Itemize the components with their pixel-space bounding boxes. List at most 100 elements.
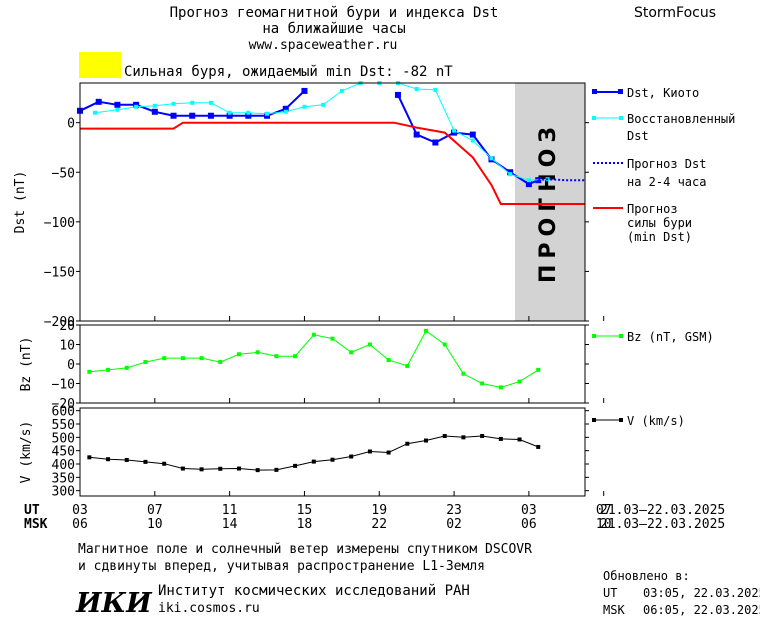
- bz-series-0-point: [386, 358, 391, 363]
- dst-series-1-point: [508, 172, 513, 177]
- v-series-0-point: [517, 437, 522, 442]
- iki-logo: ИКИ: [75, 588, 153, 619]
- v-series-0-point: [87, 455, 92, 460]
- bz-series-0-point: [124, 365, 129, 370]
- legend-marker-v-end: [619, 418, 623, 422]
- dst-y-tick-label: −150: [44, 265, 75, 280]
- bz-series-0-point: [349, 350, 354, 355]
- v-y-tick-label: 350: [52, 471, 75, 486]
- bz-y-ticks: 20 10 0 −10 −20: [52, 319, 605, 412]
- dst-y-tick-label: 0: [67, 117, 75, 132]
- dst-series-1-point: [208, 100, 213, 105]
- dst-series-1-point: [302, 104, 307, 109]
- dst-series-0-point: [413, 131, 420, 138]
- dst-series-0-point: [226, 112, 233, 119]
- v-series-0-point: [386, 450, 391, 455]
- legend-item-forecast-dst: Прогноз Dst на 2-4 часа: [593, 157, 706, 189]
- x-tick-label-msk: 02: [446, 517, 462, 532]
- v-series-0-point: [349, 454, 354, 459]
- x-tick-labels: 03 07 11 15 19 23 03 07 06 10 14 18 22 02 06 10: [72, 503, 611, 532]
- bz-series-0-point: [274, 354, 279, 359]
- date-range-ut: 21.03–22.03.2025: [600, 503, 725, 518]
- dst-series-1-point: [452, 128, 457, 133]
- bz-y-tick-label: −20: [52, 397, 75, 412]
- forecast-region: [515, 83, 585, 321]
- v-y-tick-label: 550: [52, 418, 75, 433]
- updated-ut-value: 03:05, 22.03.2025: [643, 586, 760, 600]
- bz-series-0-point: [236, 352, 241, 357]
- v-series-0-point: [311, 459, 316, 464]
- legend-label-storm-2: силы бури: [627, 216, 692, 230]
- date-range-msk: 21.03–22.03.2025: [600, 517, 725, 532]
- v-series-0-point: [199, 467, 204, 472]
- bz-series-0-point: [311, 332, 316, 337]
- v-series-0-point: [536, 444, 541, 449]
- dst-series-1-point: [92, 110, 97, 115]
- dst-series-group: [77, 81, 585, 205]
- updated-msk-value: 06:05, 22.03.2025: [643, 603, 760, 617]
- x-tick-label-msk: 10: [147, 517, 163, 532]
- x-tick-label-ut: 03: [521, 503, 537, 518]
- dst-series-0-point: [282, 105, 289, 112]
- updated-ut-label: UT: [603, 586, 617, 600]
- dst-series-0-point: [245, 112, 252, 119]
- x-tick-label-msk: 10: [596, 517, 612, 532]
- bz-series-0-point: [199, 356, 204, 361]
- legend-item-v: V (km/s): [592, 414, 685, 428]
- dst-series-1-point: [227, 110, 232, 115]
- dst-plot-frame: [79, 82, 586, 322]
- storm-status-text: Сильная буря, ожидаемый min Dst: -82 nT: [124, 64, 453, 80]
- x-tick-label-msk: 14: [222, 517, 238, 532]
- dst-series-1-point: [246, 110, 251, 115]
- dst-panel: ПРОГНОЗ 0 −50 −100 −150 −200 Dst (nT): [13, 81, 605, 330]
- bz-series-0-point: [180, 356, 185, 361]
- chart-title-line1: Прогноз геомагнитной бури и индекса Dst: [170, 5, 499, 21]
- v-series-0-point: [274, 467, 279, 472]
- v-y-tick-label: 400: [52, 458, 75, 473]
- v-series-0-point: [293, 463, 298, 468]
- v-series-group: [87, 434, 541, 473]
- v-series-0-point: [180, 466, 185, 471]
- dst-series-1-point: [134, 104, 139, 109]
- v-series-0-point: [143, 459, 148, 464]
- legend-item-bz: Bz (nT, GSM): [592, 330, 714, 344]
- v-series-0-point: [367, 449, 372, 454]
- brand-name: StormFocus: [634, 5, 716, 21]
- bz-series-0-point: [87, 369, 92, 374]
- legend: Dst, Киото Восстановленный Dst Прогноз D…: [592, 86, 735, 428]
- dst-series-0-point: [114, 101, 121, 108]
- dst-series-1-point: [339, 88, 344, 93]
- bz-series-0-point: [405, 363, 410, 368]
- x-tick-label-ut: 11: [222, 503, 238, 518]
- dst-series-0-point: [469, 131, 476, 138]
- v-series-0-point: [106, 457, 111, 462]
- v-series-0-point: [480, 434, 485, 438]
- dst-series-1-point: [265, 111, 270, 116]
- institute-name: Институт космических исследований РАН: [158, 583, 470, 599]
- dst-series-1-point: [526, 178, 531, 183]
- x-axis-msk-label: MSK: [24, 517, 48, 532]
- dst-series-1-point: [115, 107, 120, 112]
- site-url[interactable]: www.spaceweather.ru: [249, 38, 398, 53]
- bz-series-0-point: [424, 328, 429, 333]
- chart-title-line2: на ближайшие часы: [262, 21, 405, 37]
- bz-series-0-point: [461, 371, 466, 376]
- legend-label-forecast-2: на 2-4 часа: [627, 175, 706, 189]
- x-tick-label-msk: 18: [297, 517, 313, 532]
- legend-item-restored-dst: Восстановленный Dst: [592, 112, 735, 143]
- institute-site[interactable]: iki.cosmos.ru: [158, 601, 260, 616]
- v-series-0-point: [461, 435, 466, 440]
- v-series-0-point: [218, 466, 223, 471]
- legend-label-storm-3: (min Dst): [627, 230, 692, 244]
- bz-y-tick-label: −10: [52, 378, 75, 393]
- bz-y-tick-label: 0: [67, 358, 75, 373]
- dst-series-0-point: [170, 112, 177, 119]
- bz-series-0-line: [89, 330, 539, 388]
- bz-y-tick-label: 20: [59, 319, 75, 334]
- legend-item-dst-kyoto: Dst, Киото: [592, 86, 699, 100]
- bz-series-0-point: [536, 367, 541, 372]
- legend-label-restored-1: Восстановленный: [627, 112, 735, 126]
- legend-marker-bz: [592, 334, 596, 338]
